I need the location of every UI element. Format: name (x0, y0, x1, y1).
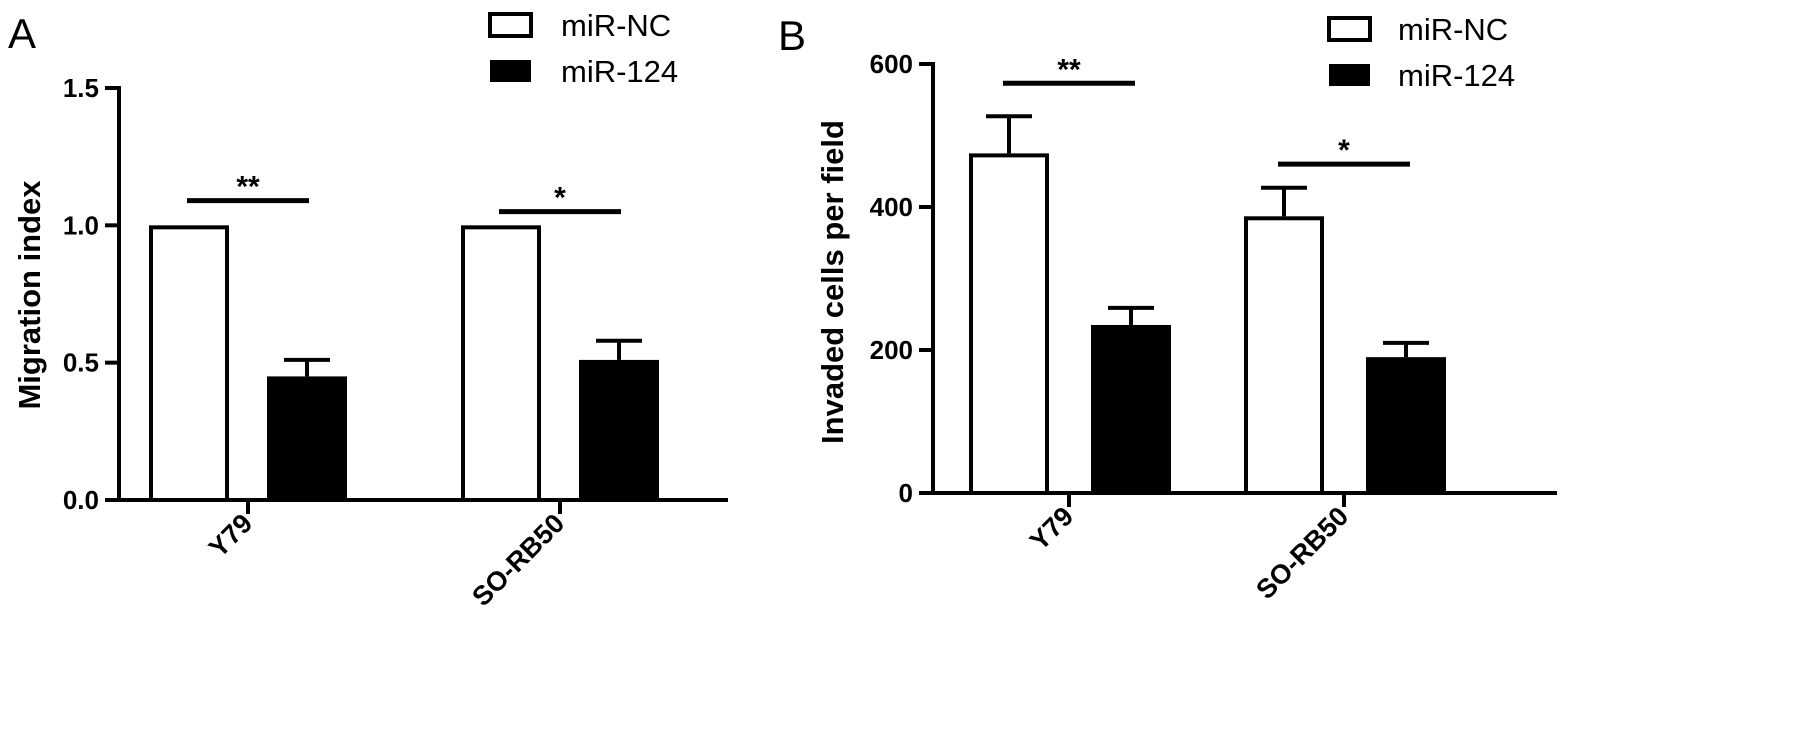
bar-mir-124-so-rb50 (579, 359, 659, 500)
significance-stars: ** (1057, 53, 1081, 86)
bar-mir-nc-so-rb50 (1244, 216, 1324, 495)
legend-swatch-mir-124 (490, 60, 531, 82)
bar-mir-124-y79 (267, 376, 347, 500)
panel-b: B Invaded cells per field 0 200 400 600 Y79 SO-… (778, 12, 1557, 605)
y-tick-label: 600 (870, 49, 913, 79)
bar-mir-nc-so-rb50 (461, 225, 541, 502)
legend-swatch-mir-nc (488, 12, 533, 38)
legend-swatch-mir-nc (1327, 16, 1372, 42)
significance-stars: * (554, 182, 566, 215)
x-tick-label-so-rb50: SO-RB50 (1250, 501, 1354, 605)
legend-label-mir-124: miR-124 (1398, 58, 1515, 93)
x-tick-label-y79: Y79 (1024, 501, 1079, 556)
y-axis-title: Migration index (12, 180, 47, 410)
significance-stars: ** (236, 171, 260, 204)
legend-label-mir-nc: miR-NC (561, 8, 671, 43)
panel-letter: B (778, 12, 806, 59)
significance-stars: * (1338, 134, 1350, 167)
bar-mir-nc-y79 (149, 225, 229, 502)
bar-mir-124-so-rb50 (1366, 357, 1446, 493)
y-tick-label: 1.0 (63, 210, 99, 240)
y-tick-label: 1.5 (63, 73, 99, 103)
legend-label-mir-124: miR-124 (561, 54, 678, 89)
y-tick-label: 0 (899, 478, 913, 508)
y-axis-title: Invaded cells per field (815, 120, 850, 444)
panel-letter: A (8, 10, 36, 57)
bar-mir-124-y79 (1091, 324, 1171, 493)
legend-label-mir-nc: miR-NC (1398, 12, 1508, 47)
y-tick-label: 200 (870, 335, 913, 365)
x-tick-label-y79: Y79 (203, 508, 258, 563)
bar-mir-nc-y79 (969, 153, 1049, 495)
y-tick-label: 0.5 (63, 348, 99, 378)
x-tick-label-so-rb50: SO-RB50 (466, 508, 570, 612)
y-tick-label: 400 (870, 192, 913, 222)
y-tick-label: 0.0 (63, 485, 99, 515)
legend-swatch-mir-124 (1329, 64, 1370, 86)
